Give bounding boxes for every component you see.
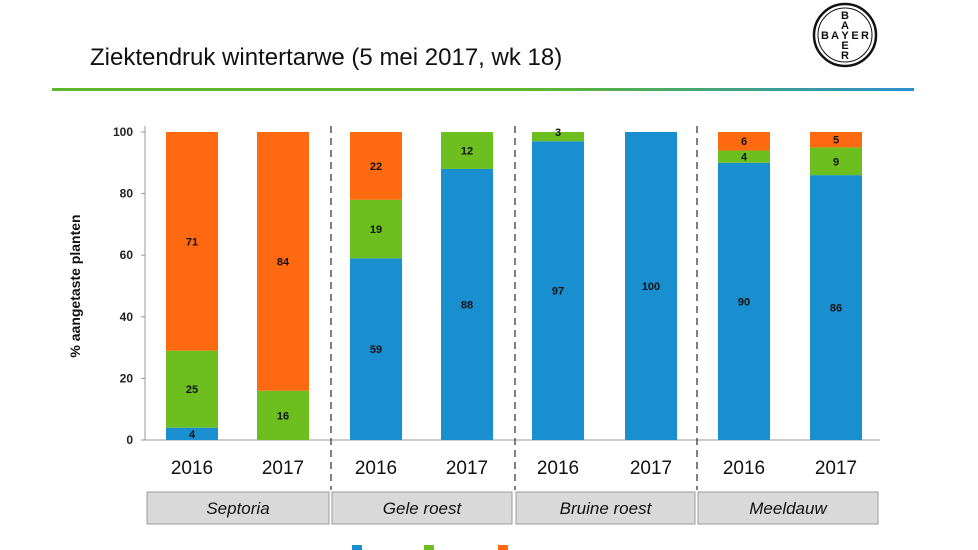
bar-segment-licht: [350, 199, 402, 259]
bar-segment-licht: [718, 150, 770, 163]
bar-segment-licht: [441, 132, 493, 169]
bar-segment-licht: [810, 147, 862, 176]
x-tick-label: 2016: [355, 458, 397, 479]
bar-segment-matig-zwaar: [166, 132, 218, 351]
x-tick-label: 2017: [815, 458, 857, 479]
page-title: Ziektendruk wintertarwe (5 mei 2017, wk …: [90, 44, 563, 71]
data-label: 22: [370, 161, 382, 173]
bar-segment-licht: [257, 390, 309, 440]
group-cell: [331, 491, 513, 525]
bar-segment-geen: [625, 132, 677, 440]
legend-swatch-geen: [352, 545, 362, 550]
bar-segment-geen: [810, 175, 862, 440]
data-label: 4: [741, 152, 748, 164]
bar-segment-geen: [532, 141, 584, 441]
bar-segment-geen: [350, 258, 402, 440]
group-cell: [515, 491, 696, 525]
data-label: 97: [552, 286, 564, 298]
bar-segment-matig-zwaar: [718, 132, 770, 151]
x-tick-label: 2016: [171, 458, 213, 479]
bar-segment-licht: [532, 132, 584, 142]
y-tick-label: 20: [120, 371, 134, 385]
data-label: 25: [186, 384, 198, 396]
group-cell: [146, 491, 330, 525]
data-label: 88: [461, 299, 473, 311]
x-tick-label: 2016: [723, 458, 765, 479]
x-tick-label: 2017: [446, 458, 488, 479]
bar-segment-matig-zwaar: [257, 132, 309, 391]
x-tick-label: 2017: [630, 458, 672, 479]
data-label: 100: [642, 281, 660, 293]
data-label: 4: [189, 429, 196, 441]
svg-text:E: E: [841, 40, 848, 52]
data-label: 71: [186, 236, 198, 248]
svg-text:Y: Y: [841, 30, 849, 42]
x-tick-label: 2016: [537, 458, 579, 479]
svg-text:A: A: [831, 30, 839, 42]
group-label: Bruine roest: [560, 499, 653, 518]
svg-text:A: A: [841, 20, 849, 32]
svg-text:R: R: [841, 50, 849, 62]
bar-segment-geen: [441, 168, 493, 440]
y-tick-label: 40: [120, 310, 134, 324]
data-label: 90: [738, 296, 750, 308]
data-label: 6: [741, 136, 747, 148]
data-label: 3: [555, 127, 561, 139]
bar-segment-licht: [166, 350, 218, 428]
bar-segment-geen: [166, 427, 218, 440]
y-tick-label: 80: [120, 187, 134, 201]
svg-text:B: B: [821, 30, 829, 42]
svg-text:B: B: [841, 10, 849, 22]
group-label: Meeldauw: [749, 499, 828, 518]
group-label: Gele roest: [383, 499, 463, 518]
y-tick-label: 60: [120, 248, 134, 262]
legend-swatch-matig-zwaar: [498, 545, 508, 550]
data-label: 59: [370, 344, 382, 356]
data-label: 12: [461, 145, 473, 157]
bar-segment-matig-zwaar: [350, 132, 402, 200]
svg-text:R: R: [861, 30, 869, 42]
bar-segment-matig-zwaar: [810, 132, 862, 148]
data-label: 19: [370, 224, 382, 236]
y-tick-label: 0: [126, 433, 133, 447]
data-label: 84: [277, 256, 290, 268]
data-label: 16: [277, 410, 289, 422]
data-label: 5: [833, 135, 839, 147]
title-divider: [52, 88, 914, 91]
legend-swatch-licht: [424, 545, 434, 550]
bar-segment-geen: [718, 162, 770, 441]
data-label: 9: [833, 156, 839, 168]
data-label: 86: [830, 303, 842, 315]
group-cell: [697, 491, 879, 525]
y-tick-label: 100: [113, 125, 133, 139]
y-axis-label: % aangetaste planten: [67, 214, 83, 357]
svg-text:E: E: [851, 30, 858, 42]
x-tick-label: 2017: [262, 458, 304, 479]
group-label: Septoria: [206, 499, 269, 518]
